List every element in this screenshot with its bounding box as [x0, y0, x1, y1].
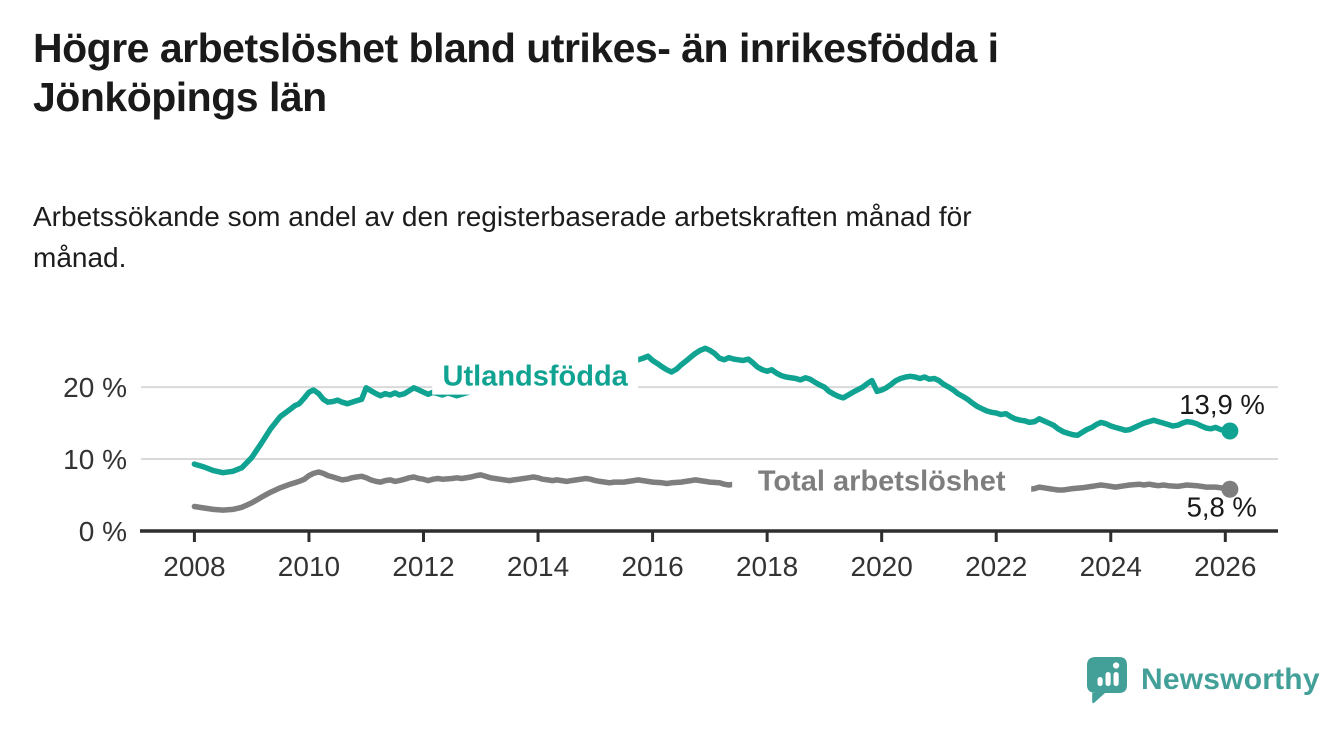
x-tick-label: 2014: [507, 551, 569, 582]
x-tick-label: 2022: [965, 551, 1027, 582]
y-tick-label: 20 %: [63, 372, 127, 403]
page-subtitle-line-1: Arbetssökande som andel av den registerb…: [33, 201, 972, 232]
series-label-0: Utlandsfödda: [443, 361, 629, 393]
x-tick-label: 2016: [621, 551, 683, 582]
x-tick-label: 2020: [851, 551, 913, 582]
bar-3: [1113, 672, 1119, 686]
end-value-label-1: 5,8 %: [1187, 491, 1257, 522]
page-title-line-2: Jönköpings län: [33, 74, 327, 121]
series-line-0: [191, 345, 1233, 476]
unemployment-line-chart: 2008 2010 2012 2014 2016 2018 2020 2022 2024 2026…: [63, 345, 1278, 582]
end-value-label-0: 13,9 %: [1179, 389, 1265, 420]
exclamation-dot: [1113, 662, 1120, 669]
x-tick-label: 2010: [278, 551, 340, 582]
x-tick-label: 2024: [1080, 551, 1142, 582]
page-subtitle: Arbetssökande som andel av den registerb…: [33, 196, 1273, 279]
page-title: Högre arbetslöshet bland utrikes- än inr…: [33, 24, 1273, 122]
series-end-dot-1: [1221, 480, 1239, 498]
series-line-1: [191, 469, 1233, 513]
series-label-1: Total arbetslöshet: [758, 466, 1006, 498]
x-tick-label: 2012: [392, 551, 454, 582]
y-tick-label: 0 %: [79, 516, 127, 547]
brand-name: Newsworthy: [1141, 663, 1320, 696]
page-title-line-1: Högre arbetslöshet bland utrikes- än inr…: [33, 25, 999, 71]
bar-2: [1105, 672, 1111, 686]
newsworthy-logo: Newsworthy: [1085, 655, 1320, 705]
x-tick-label: 2026: [1194, 551, 1256, 582]
newsworthy-speech-bubble-bars-icon: [1087, 657, 1127, 704]
series-label-halo-1: [732, 461, 1032, 500]
series-label-halo-0: [432, 356, 639, 395]
y-tick-label: 10 %: [63, 444, 127, 475]
x-tick-label: 2018: [736, 551, 798, 582]
series-end-dot-0: [1221, 422, 1239, 440]
bar-1: [1097, 677, 1103, 686]
page-subtitle-line-2: månad.: [33, 242, 127, 274]
x-tick-label: 2008: [163, 551, 225, 582]
